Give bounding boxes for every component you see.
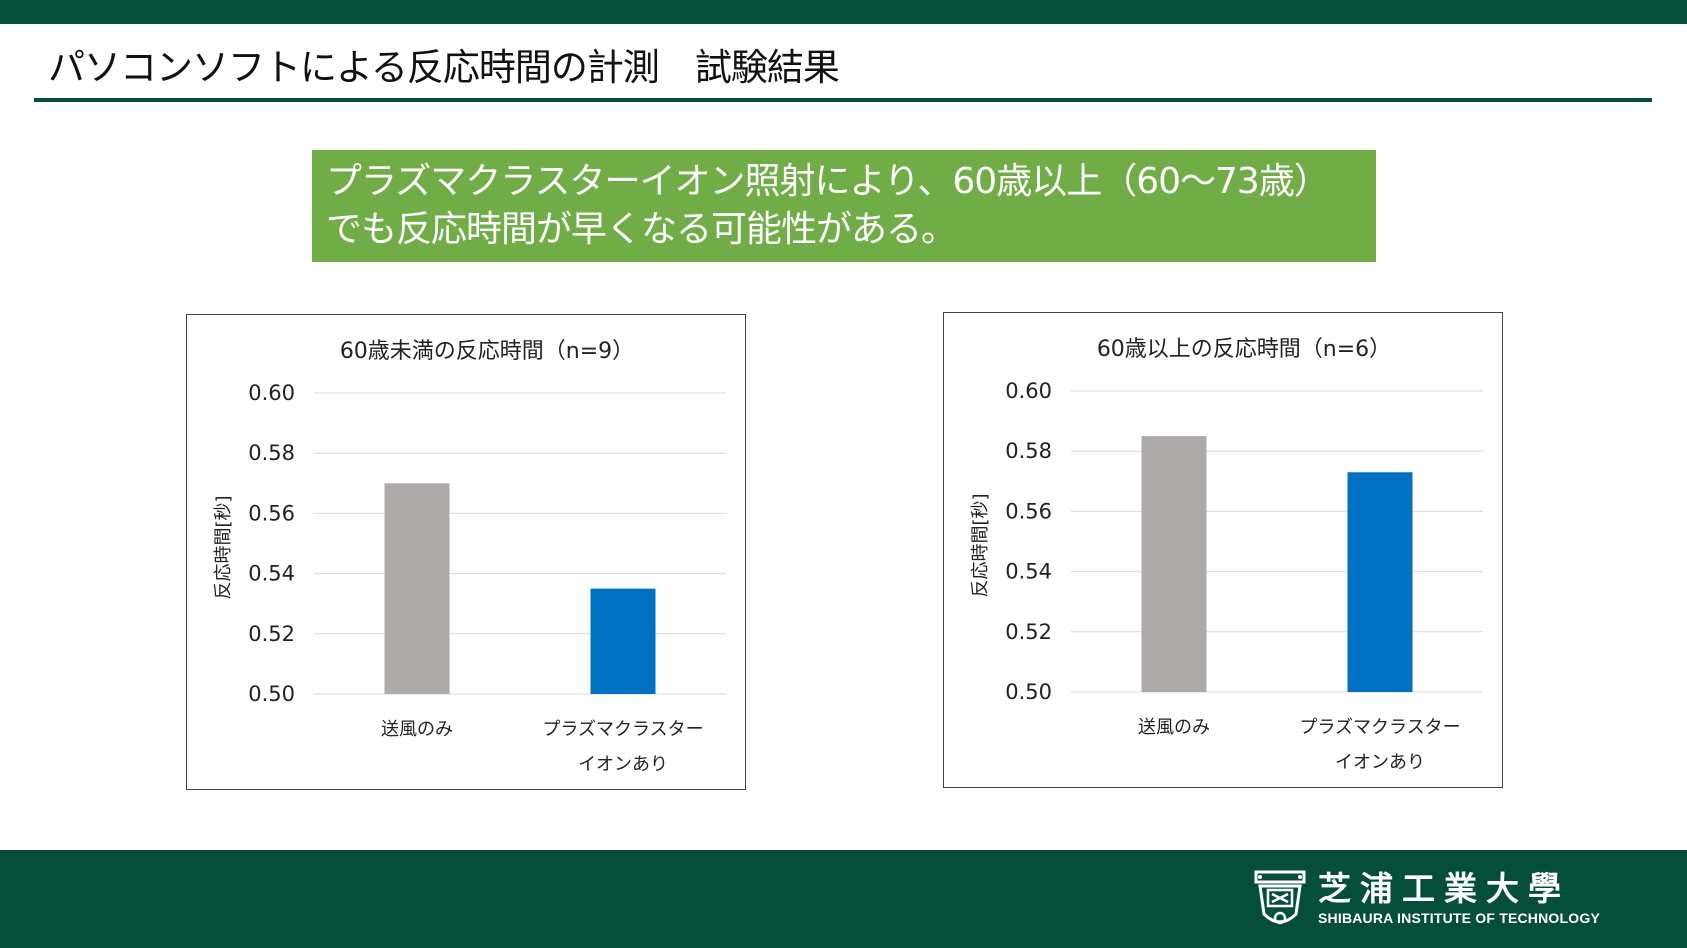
- x-category-label: イオンあり: [1335, 752, 1425, 773]
- chart-svg: 60歳未満の反応時間（n=9） 0.60 0.58 0.56 0.54 0.52 0.50 反…: [213, 339, 726, 775]
- chart-title: 60歳未満の反応時間（n=9）: [340, 339, 634, 364]
- university-name-en: SHIBAURA INSTITUTE OF TECHNOLOGY: [1318, 910, 1600, 926]
- y-tick-label: 0.54: [1005, 560, 1052, 584]
- bar: [1141, 436, 1207, 692]
- y-tick-label: 0.60: [1005, 379, 1052, 403]
- x-category-label: イオンあり: [578, 754, 668, 775]
- x-category-label: 送風のみ: [1138, 717, 1210, 738]
- callout-line-1: プラズマクラスターイオン照射により、60歳以上（60～73歳）: [326, 161, 1330, 202]
- x-category-label: プラズマクラスター: [1299, 717, 1460, 738]
- y-tick-label: 0.50: [1005, 680, 1052, 704]
- y-tick-label: 0.58: [1005, 439, 1052, 463]
- chart-svg: 60歳以上の反応時間（n=6） 0.60 0.58 0.56 0.54 0.52 0.50 反…: [970, 337, 1483, 773]
- y-tick-label: 0.52: [1005, 620, 1052, 644]
- footer-band: [0, 850, 1687, 948]
- chart-60-and-over: 60歳以上の反応時間（n=6） 0.60 0.58 0.56 0.54 0.52 0.50 反…: [943, 312, 1503, 788]
- callout-line-2: でも反応時間が早くなる可能性がある。: [326, 209, 957, 250]
- y-tick-label: 0.56: [1005, 499, 1052, 523]
- conclusion-callout: プラズマクラスターイオン照射により、60歳以上（60～73歳） でも反応時間が早…: [312, 150, 1376, 262]
- university-name-jp: 芝浦工業大學: [1318, 869, 1570, 908]
- x-category-label: プラズマクラスター: [542, 719, 703, 740]
- y-tick-label: 0.60: [248, 381, 295, 405]
- y-tick-label: 0.52: [248, 622, 295, 646]
- bar: [590, 588, 656, 694]
- y-axis-title: 反応時間[秒]: [213, 495, 234, 599]
- y-tick-label: 0.56: [248, 501, 295, 525]
- y-tick-label: 0.54: [248, 562, 295, 586]
- header-band: [0, 0, 1687, 24]
- title-underline: [34, 98, 1652, 102]
- shibaura-emblem-icon: [1254, 870, 1306, 925]
- university-logo: 芝浦工業大學 SHIBAURA INSTITUTE OF TECHNOLOGY: [1252, 868, 1600, 932]
- bar: [1347, 472, 1413, 692]
- y-tick-label: 0.50: [248, 682, 295, 706]
- chart-title: 60歳以上の反応時間（n=6）: [1097, 337, 1391, 362]
- bar: [384, 483, 450, 694]
- x-category-label: 送風のみ: [381, 719, 453, 740]
- y-axis-title: 反応時間[秒]: [970, 493, 991, 597]
- slide-title: パソコンソフトによる反応時間の計測 試験結果: [48, 46, 840, 89]
- y-tick-label: 0.58: [248, 441, 295, 465]
- chart-under-60: 60歳未満の反応時間（n=9） 0.60 0.58 0.56 0.54 0.52 0.50 反…: [186, 314, 746, 790]
